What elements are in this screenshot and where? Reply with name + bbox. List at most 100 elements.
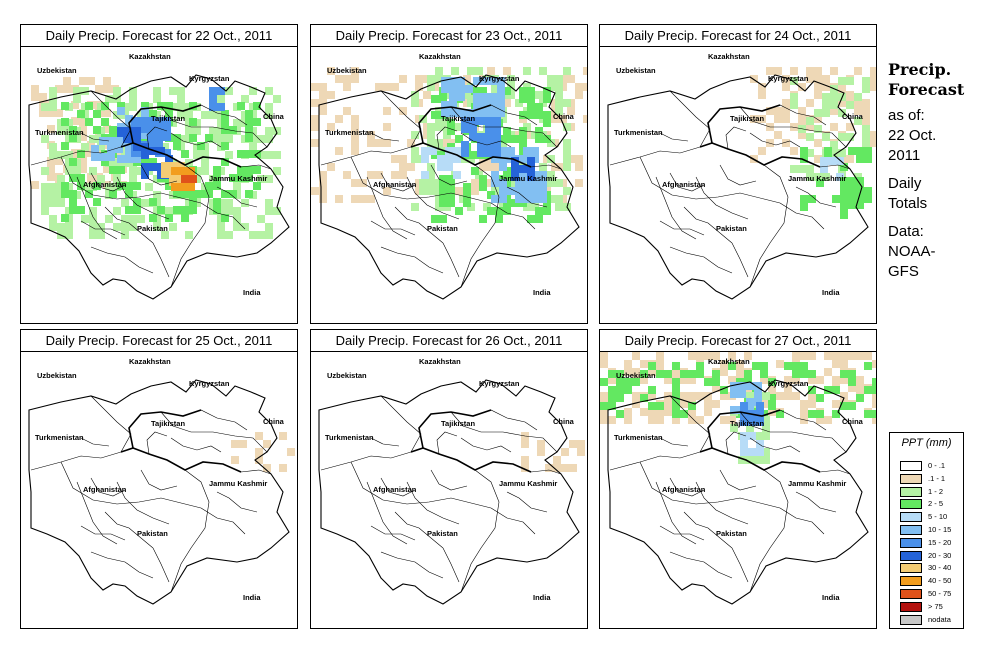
precip-cell (209, 127, 217, 135)
precip-cell (61, 182, 69, 190)
precip-cell (569, 464, 577, 472)
precip-cell (543, 95, 551, 103)
precip-cell (109, 126, 117, 134)
precip-cell (688, 370, 696, 378)
precip-cell (527, 165, 535, 173)
precip-cell (209, 103, 217, 111)
national-boundary (707, 104, 781, 144)
precip-cell (527, 95, 535, 103)
precip-cell (656, 360, 664, 368)
daily-label: Daily (888, 175, 922, 192)
precip-cell (816, 394, 824, 402)
precip-cell (117, 102, 125, 110)
precip-cell (762, 456, 770, 464)
precip-cell (47, 157, 55, 165)
precip-cell (814, 109, 822, 117)
precip-cell (543, 111, 551, 119)
map-panel: Daily Precip. Forecast for 23 Oct., 2011… (310, 24, 588, 324)
precip-cell (49, 183, 57, 191)
precip-cell (445, 163, 453, 171)
precip-cell (65, 167, 73, 175)
precip-cell (575, 91, 583, 99)
precip-cell (447, 119, 455, 127)
precip-cell (447, 127, 455, 135)
precip-cell (754, 432, 762, 440)
precip-cell (121, 215, 129, 223)
precip-cell (519, 87, 527, 95)
precip-cell (814, 83, 822, 91)
precip-cell (473, 101, 481, 109)
province-boundary (380, 395, 422, 453)
precip-cell (854, 99, 862, 107)
precip-cell (497, 101, 505, 109)
province-boundary (76, 481, 118, 545)
precip-cell (756, 410, 764, 418)
legend-swatch (900, 576, 922, 587)
precip-cell (664, 408, 672, 416)
precip-cell (383, 123, 391, 131)
precip-cell (830, 67, 838, 75)
precip-cell (864, 362, 872, 370)
precip-cell (712, 400, 720, 408)
precip-cell (824, 147, 832, 155)
precip-cell (189, 198, 197, 206)
precip-cell (121, 199, 129, 207)
precip-cell (600, 378, 608, 386)
precip-cell (830, 107, 838, 115)
province-boundary (216, 491, 258, 513)
precip-cell (115, 145, 123, 153)
precip-cell (555, 179, 563, 187)
precip-cell (87, 173, 95, 181)
precip-cell (485, 149, 493, 157)
precip-cell (497, 77, 505, 85)
precip-cell (427, 75, 435, 83)
precip-cell (760, 362, 768, 370)
precip-cell (720, 416, 728, 424)
map-label-turkmenistan: Turkmenistan (35, 433, 84, 442)
precip-cell (489, 93, 497, 101)
precip-cell (273, 207, 281, 215)
precip-cell (473, 109, 481, 117)
province-boundary (104, 511, 154, 549)
legend-label: 5 - 10 (928, 512, 948, 522)
precip-cell (85, 190, 93, 198)
precip-cell (547, 171, 555, 179)
precip-cell (61, 214, 69, 222)
precip-cell (69, 126, 77, 134)
province-boundary (80, 437, 110, 447)
precip-cell (245, 166, 253, 174)
province-boundary (719, 469, 757, 491)
precip-cell (624, 368, 632, 376)
precip-cell (41, 183, 49, 191)
precip-cell (672, 410, 680, 418)
precip-cell (521, 440, 529, 448)
precip-cell (672, 378, 680, 386)
precip-cell (93, 182, 101, 190)
precip-cell (47, 165, 55, 173)
precip-cell (237, 166, 245, 174)
precip-cell (327, 123, 335, 131)
map-label-turkmenistan: Turkmenistan (35, 128, 84, 137)
precip-cell (477, 117, 485, 125)
precip-cell (427, 187, 435, 195)
precip-cell (239, 440, 247, 448)
as-of-year: 2011 (888, 147, 921, 164)
precip-cell (165, 110, 173, 118)
precip-cell (838, 149, 846, 157)
precip-cell (375, 139, 383, 147)
precip-cell (493, 117, 501, 125)
precip-cell (221, 158, 229, 166)
precip-cell (233, 207, 241, 215)
precip-cell (648, 362, 656, 370)
precip-cell (367, 195, 375, 203)
precip-cell (113, 223, 121, 231)
precip-cell (453, 147, 461, 155)
precip-cell (343, 107, 351, 115)
precip-cell (487, 207, 495, 215)
legend-swatch (900, 461, 922, 471)
precip-cell (237, 102, 245, 110)
precip-cell (846, 123, 854, 131)
precip-cell (93, 126, 101, 134)
precip-cell (547, 75, 555, 83)
precip-cell (351, 115, 359, 123)
